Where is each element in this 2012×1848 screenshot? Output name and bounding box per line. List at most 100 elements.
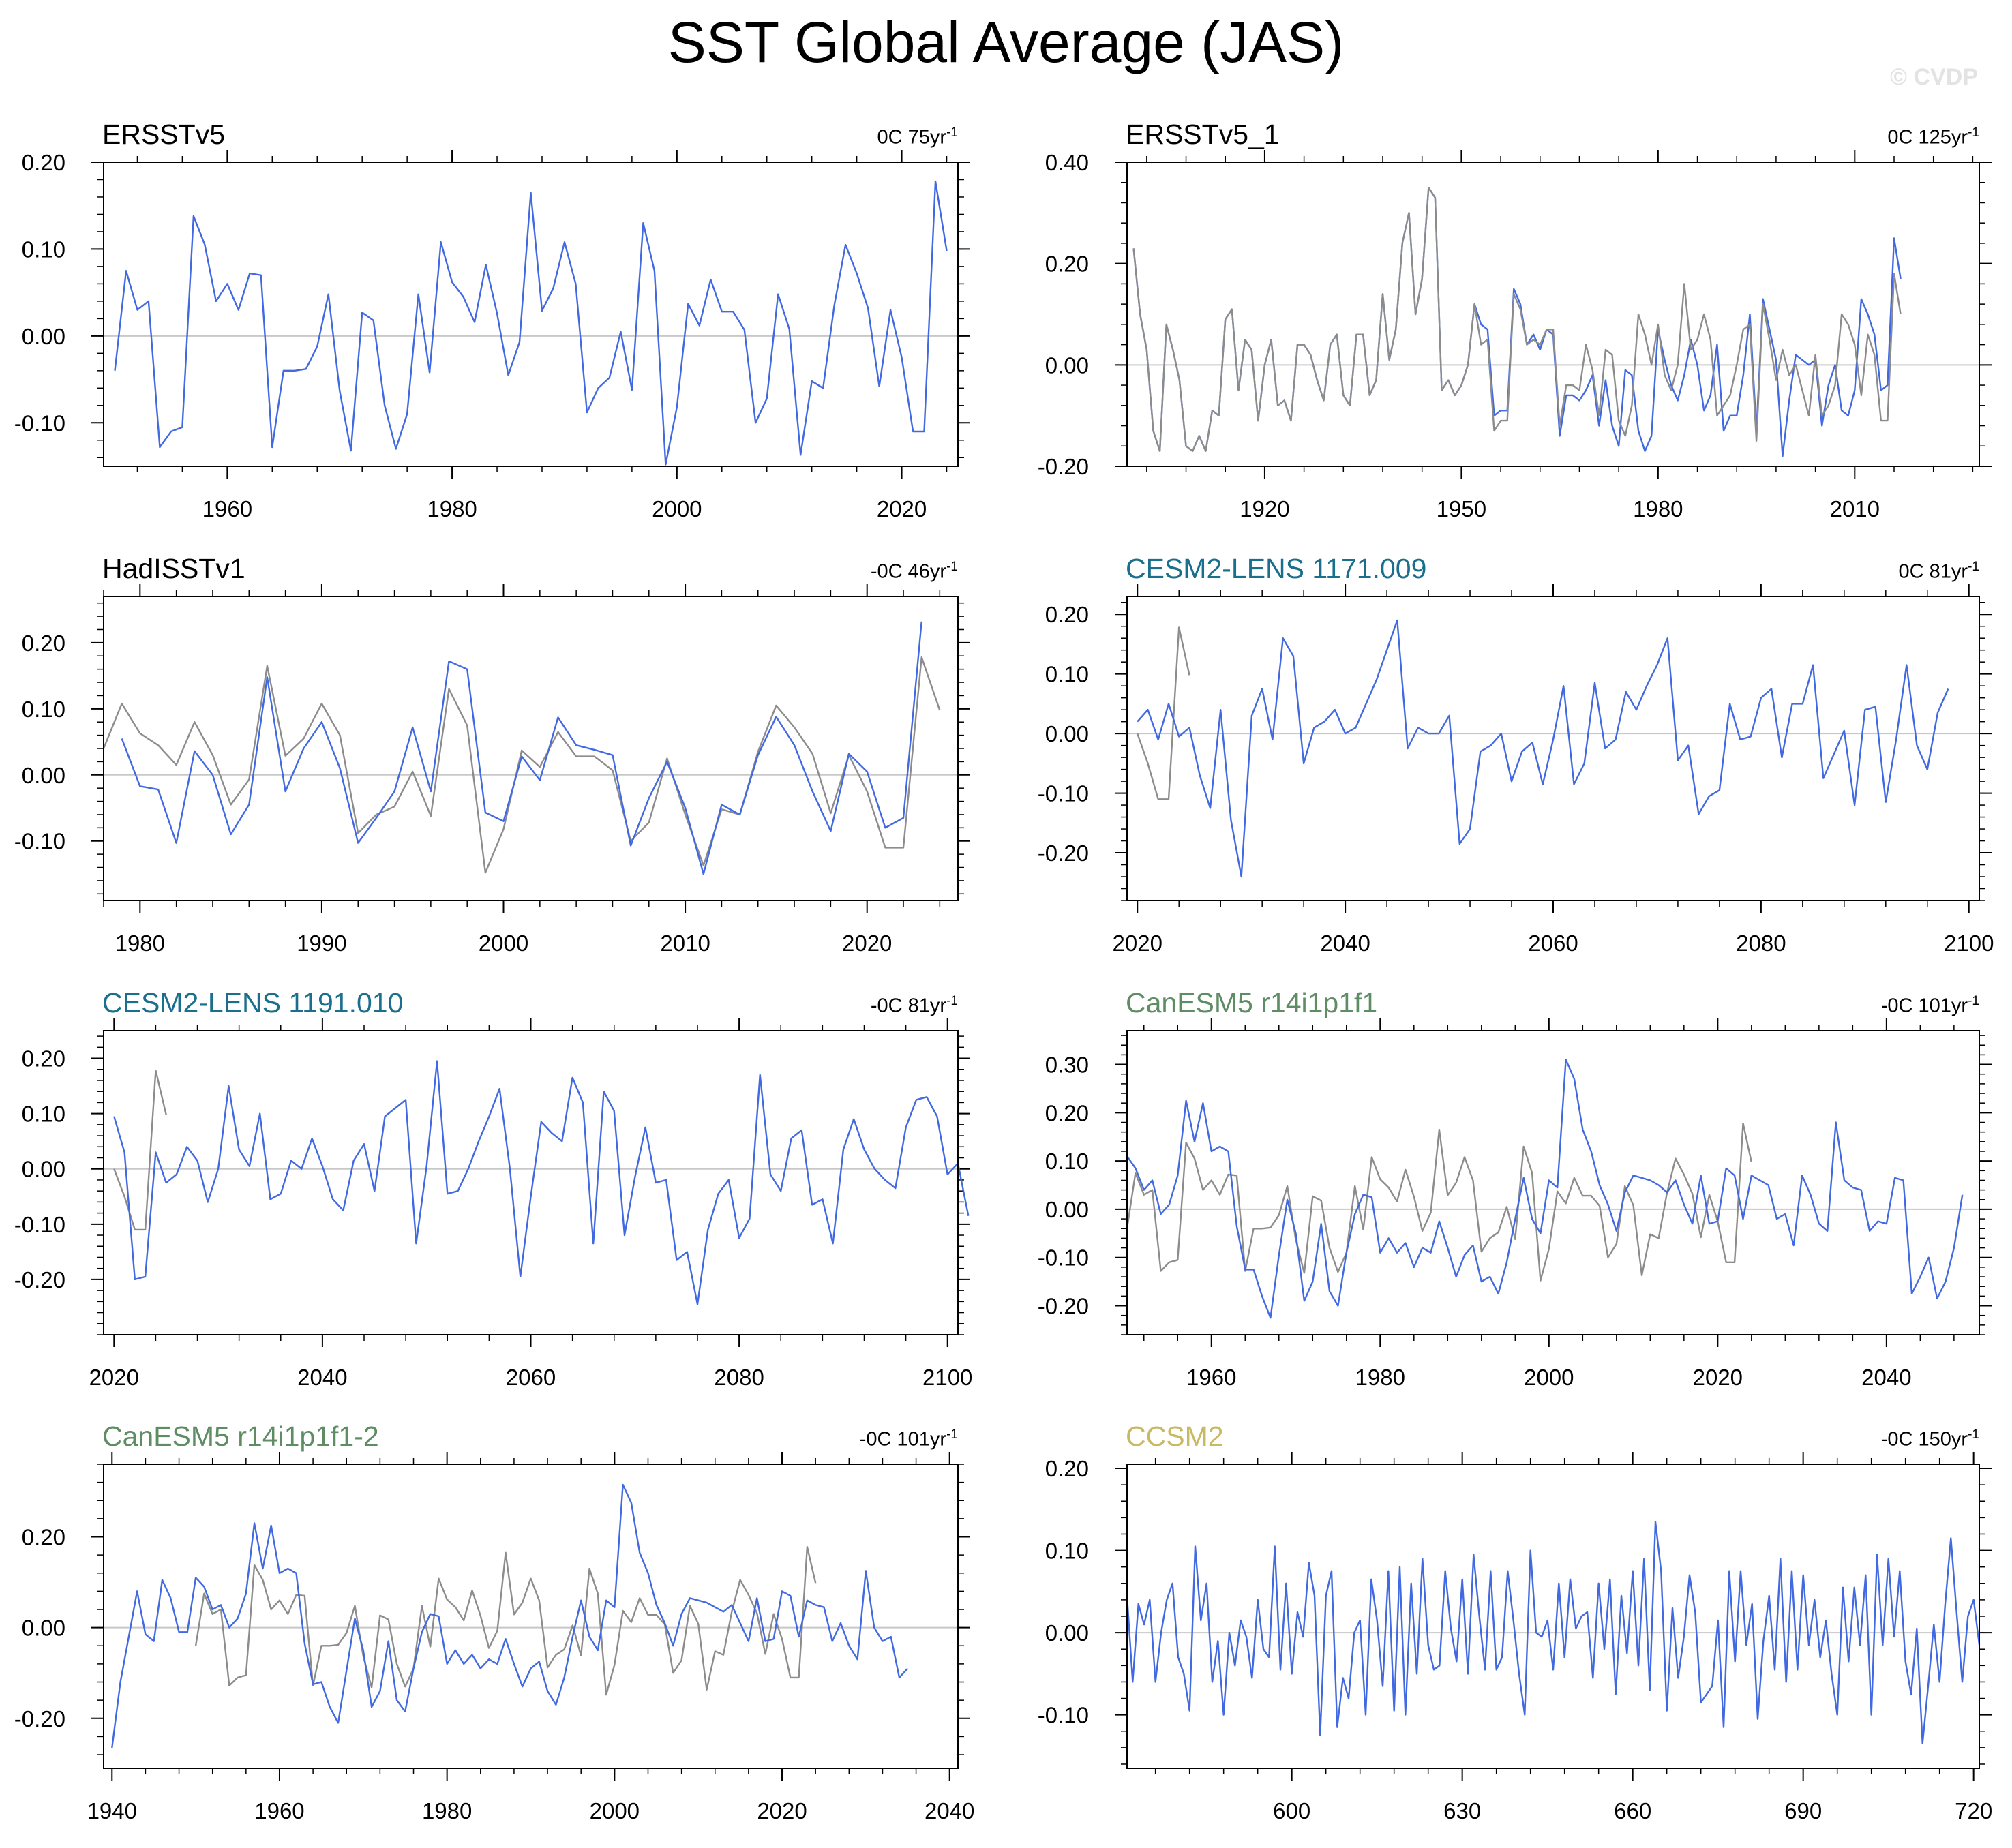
- y-tick-label: 0.10: [22, 1102, 65, 1127]
- y-tick-label: 0.10: [22, 237, 65, 262]
- x-tick-label: 2060: [506, 1365, 556, 1390]
- series-line-0: [114, 180, 948, 466]
- y-tick-label: -0.20: [1038, 454, 1089, 479]
- chart-svg: -0.20 -0.10 0.00 0.10 0.20 2020 2040 2060 2080 21…: [1038, 584, 1994, 956]
- trend-value: -0C 81yr: [870, 995, 947, 1017]
- trend-exponent: -1: [1968, 994, 1979, 1008]
- x-tick-label: 2080: [714, 1365, 764, 1390]
- y-tick-label: 0.00: [22, 1157, 65, 1182]
- y-tick-label: -0.10: [14, 829, 65, 854]
- y-tick-label: -0.10: [1038, 781, 1089, 806]
- y-tick-label: 0.00: [1045, 1620, 1089, 1646]
- panel-6: CanESM5 r14i1p1f1-2 -0C 101yr-1 -0.20 0.00 0…: [0, 1404, 1006, 1834]
- y-tick-label: -0.10: [1038, 1245, 1089, 1271]
- x-tick-label: 2040: [297, 1365, 347, 1390]
- chart-svg: -0.10 0.00 0.10 0.20 1960 1980 2000 2020: [14, 150, 970, 521]
- y-tick-label: 0.20: [22, 1525, 65, 1550]
- panel-0: ERSSTv5 0C 75yr-1 -0.10 0.00 0.10 0.20 1960 198…: [0, 102, 1006, 532]
- trend-value: 0C 81yr: [1898, 560, 1968, 583]
- panel-5: CanESM5 r14i1p1f1 -0C 101yr-1 -0.20 -0.10 0.…: [1006, 971, 2011, 1400]
- y-tick-label: 0.20: [22, 631, 65, 656]
- trend-value: 0C 125yr: [1887, 126, 1968, 149]
- x-tick-label: 660: [1614, 1798, 1651, 1823]
- x-tick-label: 1990: [297, 930, 346, 956]
- plot-frame: [1126, 1464, 1980, 1769]
- y-tick-label: -0.10: [14, 1212, 65, 1237]
- series-line-0: [1132, 186, 1902, 457]
- x-tick-label: 2000: [590, 1798, 640, 1823]
- x-tick-label: 1960: [1186, 1365, 1236, 1390]
- x-tick-label: 2020: [877, 496, 927, 521]
- x-tick-label: 1950: [1437, 496, 1486, 521]
- x-tick-label: 2040: [1861, 1365, 1911, 1390]
- trend-label: 0C 75yr-1: [877, 125, 958, 149]
- x-tick-label: 2020: [757, 1798, 807, 1823]
- plot-frame: [103, 1030, 959, 1335]
- watermark: © CVDP: [1890, 64, 1978, 90]
- y-tick-label: 0.20: [1045, 1100, 1089, 1125]
- y-tick-label: 0.00: [22, 1616, 65, 1641]
- trend-exponent: -1: [1968, 560, 1979, 574]
- trend-label: -0C 81yr-1: [871, 994, 958, 1018]
- trend-label: -0C 101yr-1: [860, 1427, 958, 1451]
- panel-3: CESM2-LENS 1171.009 0C 81yr-1 -0.20 -0.10 0.…: [1006, 536, 2011, 966]
- trend-exponent: -1: [1968, 1427, 1979, 1442]
- x-tick-label: 1980: [115, 930, 165, 956]
- y-tick-label: 0.20: [22, 1046, 65, 1072]
- x-tick-label: 2020: [1693, 1365, 1743, 1390]
- panel-title: HadISSTv1: [102, 553, 245, 584]
- x-tick-label: 2100: [922, 1365, 972, 1390]
- x-tick-label: 1980: [1355, 1365, 1405, 1390]
- chart-svg: -0.20 -0.10 0.00 0.10 0.20 0.30 1960 1980 2000 20…: [1038, 1018, 1992, 1390]
- x-tick-label: 690: [1784, 1798, 1822, 1823]
- y-tick-label: 0.00: [22, 324, 65, 349]
- panel-title: ERSSTv5_1: [1126, 119, 1280, 150]
- trend-label: 0C 81yr-1: [1899, 560, 1979, 584]
- y-tick-label: 0.00: [1045, 1197, 1089, 1222]
- y-tick-label: 0.00: [1045, 721, 1089, 746]
- x-tick-label: 2000: [479, 930, 528, 956]
- x-tick-label: 2010: [660, 930, 710, 956]
- x-tick-label: 2080: [1736, 930, 1786, 956]
- y-tick-label: 0.10: [22, 697, 65, 722]
- series-line-0: [1137, 626, 1190, 800]
- x-tick-label: 2040: [925, 1798, 974, 1823]
- y-tick-label: 0.10: [1045, 662, 1089, 687]
- y-tick-label: 0.20: [1045, 252, 1089, 277]
- trend-value: -0C 101yr: [1880, 995, 1968, 1017]
- series-line-1: [1132, 186, 1902, 452]
- trend-exponent: -1: [1968, 125, 1979, 140]
- panel-title: CESM2-LENS 1191.010: [102, 987, 404, 1018]
- trend-exponent: -1: [946, 994, 958, 1008]
- y-tick-label: 0.10: [1045, 1539, 1089, 1564]
- panel-title: CanESM5 r14i1p1f1-2: [102, 1421, 379, 1452]
- x-tick-label: 1960: [202, 496, 252, 521]
- series-line-1: [1126, 1059, 1964, 1319]
- plot-frame: [103, 162, 959, 467]
- y-tick-label: -0.20: [14, 1267, 65, 1292]
- x-tick-label: 2020: [842, 930, 892, 956]
- y-tick-label: 0.10: [1045, 1149, 1089, 1174]
- y-tick-label: 0.30: [1045, 1052, 1089, 1078]
- x-tick-label: 2020: [1113, 930, 1162, 956]
- chart-svg: -0.10 0.00 0.10 0.20 600 630 660 690 720: [1038, 1452, 1992, 1823]
- panel-title: CCSM2: [1126, 1421, 1224, 1452]
- series-line-0: [1126, 1521, 1981, 1744]
- x-tick-label: 2020: [89, 1365, 139, 1390]
- y-tick-label: -0.20: [14, 1706, 65, 1731]
- plot-frame: [103, 596, 959, 901]
- trend-value: -0C 101yr: [859, 1428, 947, 1451]
- trend-exponent: -1: [946, 1427, 958, 1442]
- x-tick-label: 1920: [1240, 496, 1289, 521]
- x-tick-label: 2000: [652, 496, 702, 521]
- y-tick-label: -0.10: [1038, 1703, 1089, 1728]
- y-tick-label: 0.20: [1045, 602, 1089, 627]
- series-line-0: [113, 1070, 167, 1231]
- x-tick-label: 1980: [1633, 496, 1683, 521]
- panel-title: CESM2-LENS 1171.009: [1126, 553, 1427, 584]
- x-tick-label: 2000: [1524, 1365, 1574, 1390]
- plot-frame: [1126, 1030, 1980, 1335]
- y-tick-label: -0.20: [1038, 1294, 1089, 1319]
- chart-svg: -0.20 -0.10 0.00 0.10 0.20 2020 2040 2060 2080 21…: [14, 1018, 972, 1390]
- y-tick-label: 0.20: [1045, 1456, 1089, 1481]
